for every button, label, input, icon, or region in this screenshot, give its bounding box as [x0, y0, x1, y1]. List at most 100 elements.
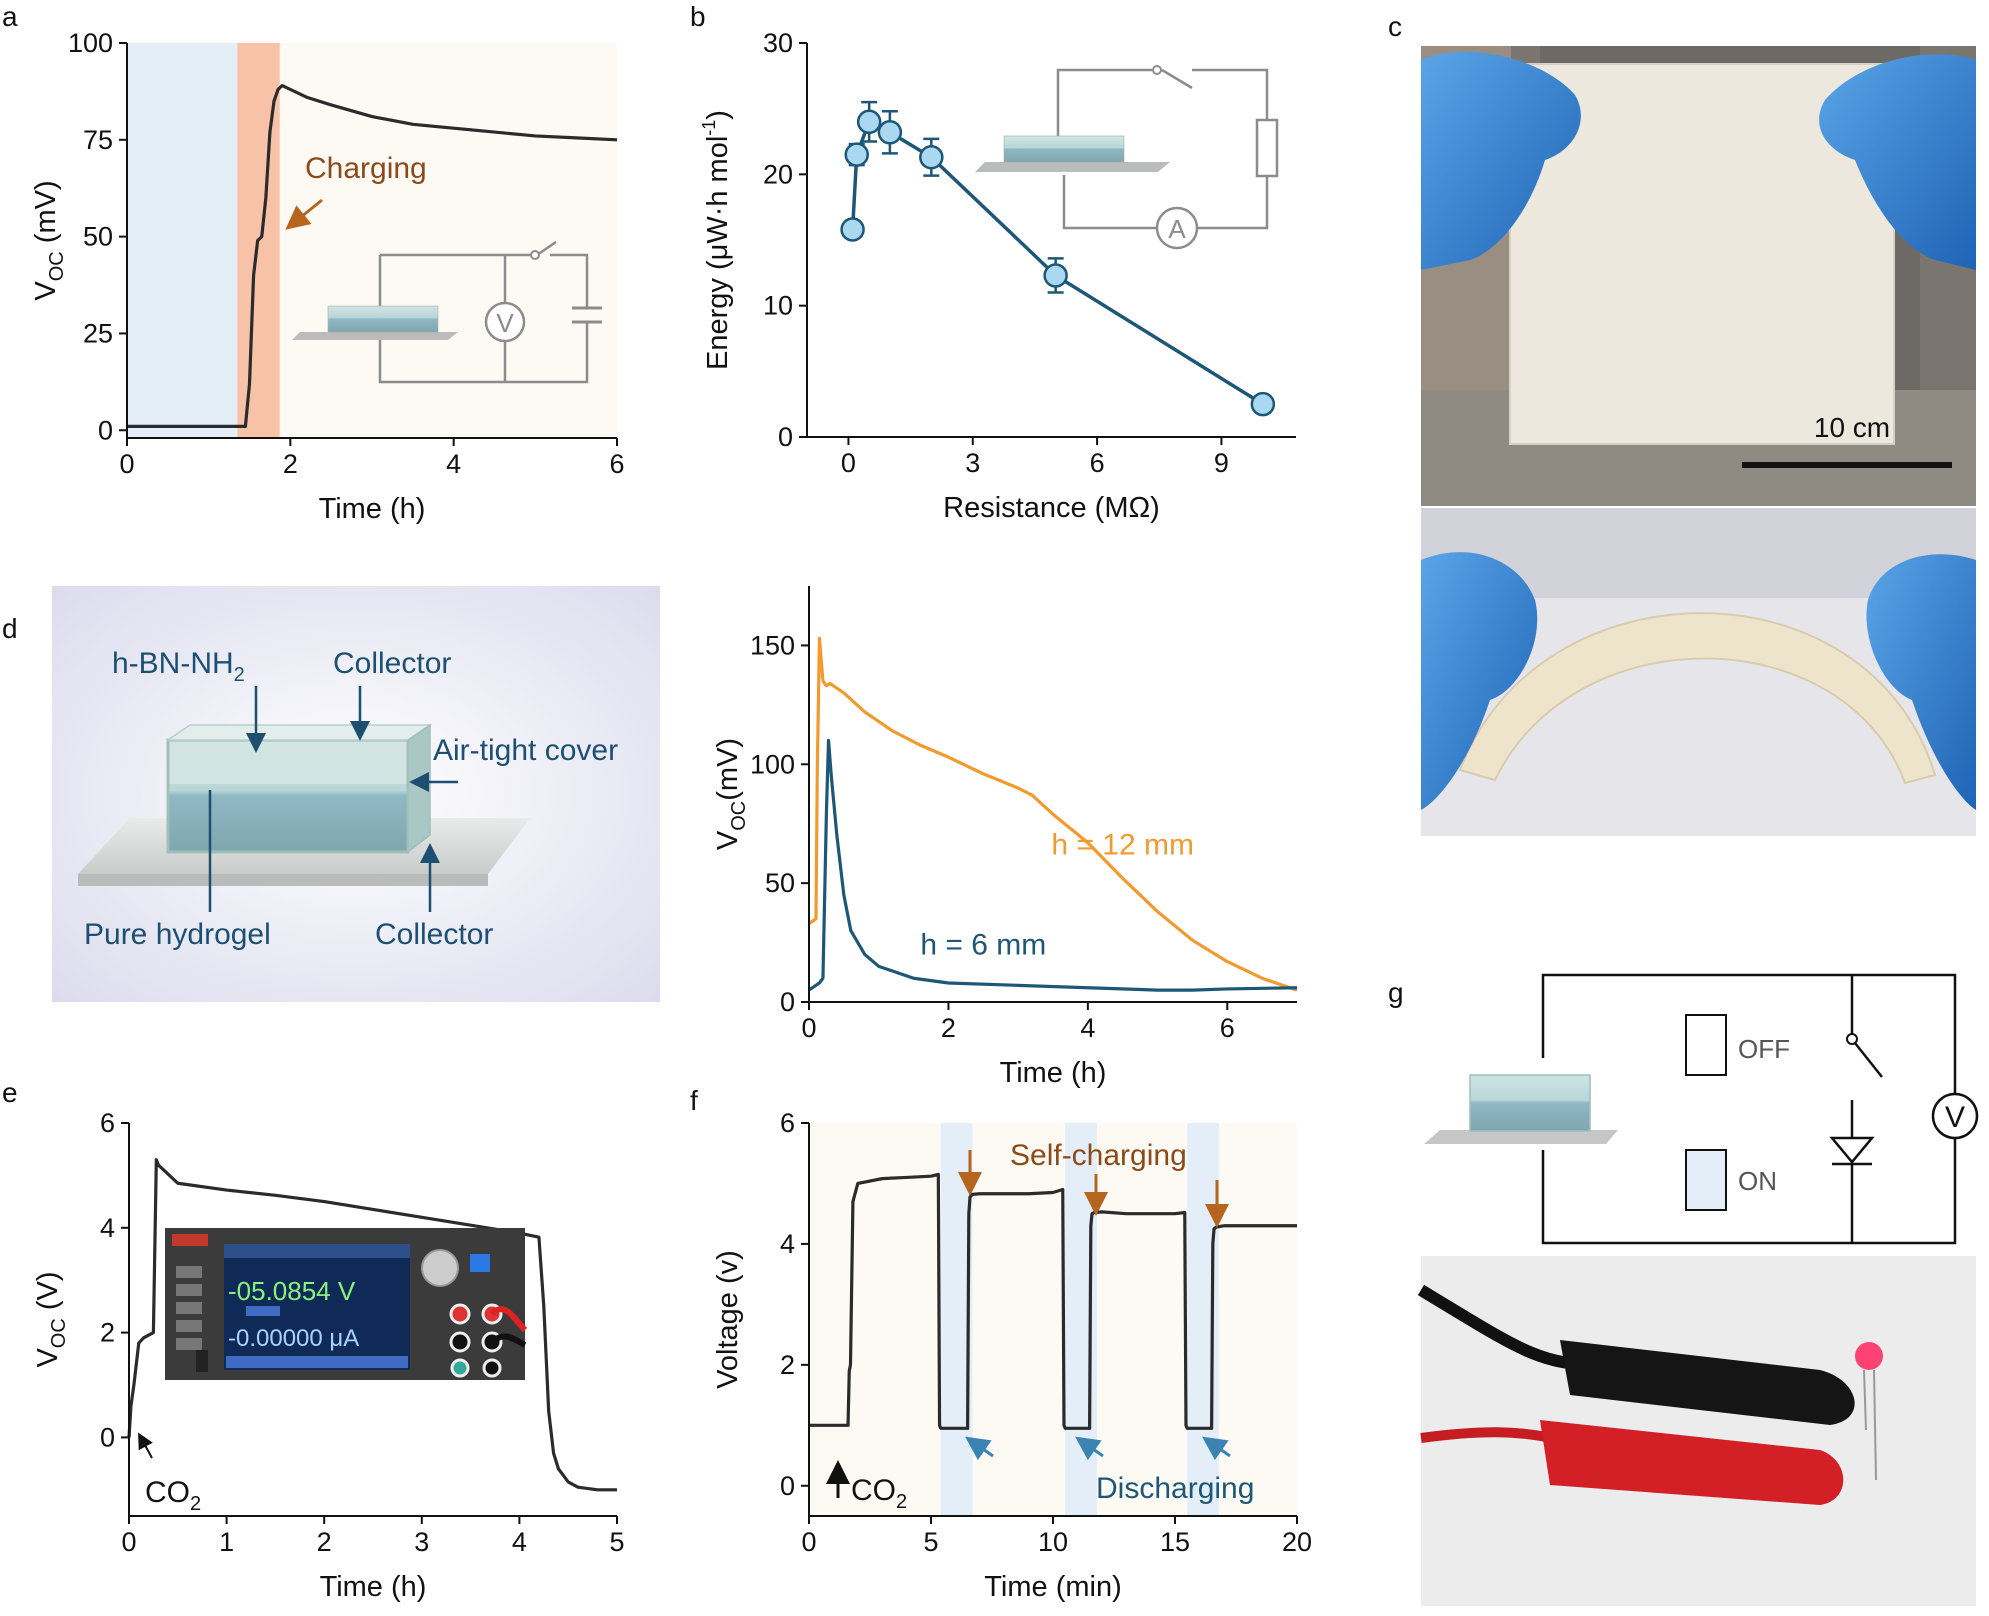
- x-tick-label: 6: [1090, 448, 1105, 478]
- bent-hydrogel-strip: [1458, 612, 1937, 785]
- y-axis-label: Energy (μW·h mol-1): [699, 110, 734, 370]
- circuit-wire: [1197, 176, 1269, 230]
- glove-left-bottom: [1421, 552, 1538, 810]
- series-line-1: [127, 83, 618, 428]
- shaded-region-2: [1065, 1123, 1097, 1516]
- x-tick-label: 2: [317, 1527, 332, 1557]
- x-tick-label: 4: [446, 449, 461, 479]
- charging-annotation: Charging: [305, 152, 427, 185]
- x-tick-label: 0: [841, 448, 856, 478]
- panel-g-circuit: V OFF ON: [1417, 973, 1979, 1606]
- voltmeter-circle: [1931, 1092, 1979, 1140]
- display-current: -0.00000 μA: [228, 1325, 359, 1352]
- co2-arrow: [138, 1432, 153, 1459]
- series-label-2: h = 6 mm: [920, 928, 1046, 961]
- series-label-1: h = 12 mm: [1051, 829, 1194, 862]
- y-tick-label: 0: [780, 987, 795, 1017]
- on-label: ON: [1738, 1166, 1777, 1196]
- probe-cable-red: [489, 1306, 528, 1333]
- x-tick-label: 9: [1214, 448, 1229, 478]
- x-tick-label: 5: [609, 1527, 624, 1557]
- x-tick-label: 15: [1160, 1527, 1190, 1557]
- black-clip: [1560, 1340, 1855, 1425]
- air-tight-cover-label: Air-tight cover: [433, 734, 618, 767]
- device-gel: [1003, 135, 1125, 163]
- panel-label-e: e: [2, 1077, 18, 1108]
- ammeter-circle: [1155, 206, 1199, 250]
- y-tick-label: 6: [100, 1108, 115, 1138]
- y-tick-label: 0: [98, 415, 113, 445]
- y-tick-label: 2: [100, 1318, 115, 1348]
- discharging-arrow-2: [1075, 1436, 1104, 1461]
- series-line-1: [808, 636, 1298, 992]
- hbn-layer: [168, 742, 408, 784]
- x-tick-label: 2: [941, 1013, 956, 1043]
- x-axis-label: Resistance (MΩ): [943, 492, 1160, 524]
- x-tick-label: 6: [609, 449, 624, 479]
- cover-side: [165, 724, 433, 741]
- data-point: [1250, 391, 1276, 417]
- x-tick-label: 2: [283, 449, 298, 479]
- x-tick-label: 10: [1038, 1527, 1068, 1557]
- y-tick-label: 0: [778, 422, 793, 452]
- panel-a-chart: V Charging 0 2 4 6 0 25 50 75 100 Time (h) VOC (mV…: [30, 28, 625, 525]
- x-tick-label: 0: [119, 449, 134, 479]
- y-tick-label: 4: [100, 1213, 115, 1243]
- data-point: [840, 217, 865, 242]
- y-tick-label: 100: [750, 749, 795, 779]
- switch-pivot: [1846, 1033, 1858, 1045]
- glove-right: [1819, 54, 1976, 270]
- device-base: [1424, 1130, 1618, 1144]
- h-bn-label: h-BN-NH2: [112, 647, 245, 686]
- data-point: [1043, 263, 1068, 288]
- y-tick-label: 30: [763, 28, 793, 58]
- x-tick-label: 1: [219, 1527, 234, 1557]
- panel-d-chart: h = 12 mm h = 6 mm 0 2 4 6 0 50 100 150 Time (h) VO…: [712, 586, 1298, 1089]
- x-tick-label: 4: [512, 1527, 527, 1557]
- y-tick-label: 100: [68, 28, 113, 58]
- panel-e-chart: -05.0854 V -0.00000 μA CO2 0 1 2 3 4 5 0 2 4 6 Tim…: [32, 1108, 625, 1603]
- led-leg: [1863, 1369, 1867, 1431]
- display-voltage: -05.0854 V: [228, 1276, 356, 1306]
- series-line-1: [127, 1158, 617, 1492]
- panel-b-chart: A 0 3 6 9 0 10 20 30 Resistance (MΩ) Energy (μW·h…: [699, 28, 1296, 524]
- shaded-region-1: [127, 43, 238, 438]
- y-tick-label: 20: [763, 159, 793, 189]
- y-tick-label: 25: [83, 318, 113, 348]
- y-tick-label: 4: [780, 1229, 795, 1259]
- screen-header: [224, 1244, 410, 1258]
- x-axis-label: Time (h): [320, 1571, 427, 1603]
- x-tick-label: 0: [801, 1527, 816, 1557]
- discharging-arrow-1: [965, 1436, 994, 1461]
- diode-triangle: [1829, 1136, 1875, 1164]
- discharging-arrow-3: [1202, 1436, 1231, 1461]
- x-tick-label: 0: [801, 1013, 816, 1043]
- data-point: [856, 109, 882, 135]
- x-tick-label: 4: [1080, 1013, 1095, 1043]
- panel-d-schematic: h-BN-NH2 Collector Air-tight cover Pure …: [52, 586, 660, 1002]
- series-line-2: [808, 738, 1298, 992]
- y-axis-label: VOC(mV): [712, 738, 750, 850]
- y-tick-label: 0: [780, 1471, 795, 1501]
- instrument-knob: [421, 1249, 459, 1287]
- panel-label-f: f: [690, 1085, 698, 1116]
- glove-right-bottom: [1866, 554, 1976, 810]
- device-base: [975, 162, 1170, 172]
- y-tick-label: 50: [83, 222, 113, 252]
- shaded-region-3: [1187, 1123, 1219, 1516]
- device-gel: [1469, 1074, 1591, 1132]
- circuit-wire: [1192, 68, 1269, 120]
- circuit-wire: [1541, 1138, 1957, 1245]
- device-base: [292, 332, 458, 340]
- instrument-brand: [172, 1234, 208, 1246]
- panel-a-circuit-inset: V: [292, 240, 602, 384]
- data-point: [919, 145, 944, 170]
- switch-lever: [1161, 68, 1193, 90]
- y-axis-label: VOC (mV): [30, 180, 68, 300]
- y-tick-label: 50: [765, 868, 795, 898]
- probe-cable-black: [489, 1333, 527, 1348]
- scale-bar-label: 10 cm: [1814, 412, 1890, 443]
- panel-label-d: d: [2, 613, 18, 644]
- device-gel: [327, 305, 439, 333]
- co2-label: CO2: [145, 1476, 201, 1515]
